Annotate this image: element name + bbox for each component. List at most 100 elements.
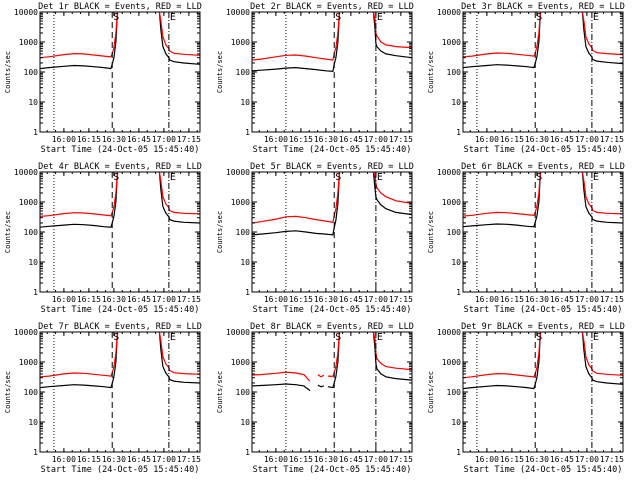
y-tick-label: 10 (451, 98, 461, 107)
marker-label-dashdot: E (170, 332, 176, 343)
x-tick-label: 17:00 (152, 135, 176, 144)
x-tick-label: 17:00 (364, 455, 388, 464)
marker-label-dashdot: E (170, 12, 176, 23)
marker-label-dashed: S (536, 12, 542, 23)
y-tick-label: 1000 (442, 198, 461, 207)
panel-data (463, 12, 623, 69)
y-tick-label: 1 (33, 288, 38, 297)
y-tick-label: 1000 (19, 198, 38, 207)
x-tick-label: 17:00 (152, 295, 176, 304)
series-events (463, 12, 623, 69)
x-tick-label: 16:15 (500, 295, 524, 304)
panel-frame (251, 171, 413, 293)
y-tick-label: 10 (28, 98, 38, 107)
panel-frame (251, 11, 413, 133)
x-axis-label: Start Time (24-Oct-05 15:45:40) (253, 465, 412, 475)
x-axis-label: Start Time (24-Oct-05 15:45:40) (41, 305, 200, 315)
y-tick-label: 10 (28, 418, 38, 427)
x-tick-label: 16:15 (500, 135, 524, 144)
panel-frame (39, 11, 201, 133)
y-tick-label: 1000 (231, 198, 250, 207)
panel-data (252, 332, 412, 392)
series-events (40, 172, 200, 228)
panel-data (40, 172, 200, 228)
x-tick-label: 16:30 (102, 295, 126, 304)
y-tick-label: 1 (456, 128, 461, 137)
panel-data (252, 172, 412, 236)
series-events (252, 332, 412, 392)
x-tick-label: 16:45 (127, 135, 151, 144)
panel-title: Det 2r BLACK = Events, RED = LLD (250, 2, 414, 12)
series-events (252, 12, 412, 73)
marker-label-dashdot: E (593, 12, 599, 23)
x-tick-label: 16:15 (289, 455, 313, 464)
panel-title: Det 9r BLACK = Events, RED = LLD (461, 322, 625, 332)
y-axis-label: Counts/sec (427, 371, 435, 413)
x-tick-label: 16:00 (52, 455, 76, 464)
x-tick-label: 16:45 (127, 295, 151, 304)
series-events (463, 332, 623, 390)
y-tick-label: 100 (447, 388, 462, 397)
x-axis-label: Start Time (24-Oct-05 15:45:40) (41, 145, 200, 155)
panel-title: Det 1r BLACK = Events, RED = LLD (38, 2, 202, 12)
x-tick-label: 17:15 (177, 455, 201, 464)
panel-title: Det 7r BLACK = Events, RED = LLD (38, 322, 202, 332)
marker-label-dashed: S (113, 332, 119, 343)
marker-label-dashed: S (536, 172, 542, 183)
y-axis-label: Counts/sec (216, 371, 224, 413)
y-tick-label: 1 (456, 288, 461, 297)
x-tick-label: 16:45 (550, 135, 574, 144)
x-tick-label: 16:15 (289, 295, 313, 304)
x-axis-label: Start Time (24-Oct-05 15:45:40) (253, 145, 412, 155)
y-axis-label: Counts/sec (216, 211, 224, 253)
x-tick-label: 17:15 (389, 135, 413, 144)
y-tick-label: 10000 (437, 328, 461, 337)
y-tick-label: 10 (451, 258, 461, 267)
x-tick-label: 17:15 (177, 295, 201, 304)
y-tick-label: 10 (451, 418, 461, 427)
marker-label-dashed: S (536, 332, 542, 343)
x-tick-label: 16:30 (102, 135, 126, 144)
y-tick-label: 10 (28, 258, 38, 267)
y-tick-label: 100 (236, 388, 251, 397)
y-tick-label: 1000 (442, 358, 461, 367)
series-events (463, 172, 623, 228)
marker-label-dashed: S (113, 172, 119, 183)
series-lld (40, 332, 200, 378)
y-tick-label: 1 (245, 288, 250, 297)
y-tick-label: 100 (24, 68, 39, 77)
y-tick-label: 10000 (14, 328, 38, 337)
x-tick-label: 16:45 (339, 295, 363, 304)
series-lld (252, 172, 412, 224)
series-events (40, 332, 200, 389)
marker-label-dashdot: E (377, 172, 383, 183)
x-tick-label: 16:15 (77, 455, 101, 464)
y-tick-label: 1 (456, 448, 461, 457)
x-tick-label: 16:30 (102, 455, 126, 464)
x-axis-label: Start Time (24-Oct-05 15:45:40) (464, 145, 623, 155)
y-tick-label: 10000 (226, 8, 250, 17)
y-tick-label: 10 (240, 98, 250, 107)
x-tick-label: 17:00 (575, 295, 599, 304)
y-tick-label: 100 (447, 228, 462, 237)
x-tick-label: 17:00 (575, 455, 599, 464)
panel-title: Det 4r BLACK = Events, RED = LLD (38, 162, 202, 172)
y-tick-label: 100 (24, 388, 39, 397)
series-lld (252, 332, 412, 382)
x-tick-label: 17:15 (177, 135, 201, 144)
y-axis-label: Counts/sec (4, 51, 12, 93)
x-tick-label: 16:00 (264, 135, 288, 144)
x-tick-label: 16:45 (550, 295, 574, 304)
y-tick-label: 1000 (231, 38, 250, 47)
panel-data (40, 332, 200, 389)
x-tick-label: 16:45 (550, 455, 574, 464)
y-tick-label: 10 (240, 258, 250, 267)
marker-label-dashed: S (335, 172, 341, 183)
series-lld (40, 172, 200, 217)
x-tick-label: 17:00 (575, 135, 599, 144)
panel-data (252, 12, 412, 73)
x-tick-label: 16:30 (314, 295, 338, 304)
